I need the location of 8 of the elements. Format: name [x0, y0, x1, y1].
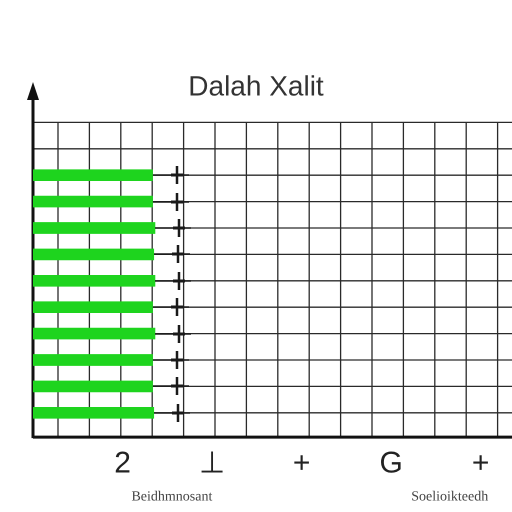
text: Soelioikteedh	[411, 490, 488, 505]
text: G	[379, 446, 403, 480]
text: +	[292, 446, 310, 480]
text: ⊥	[199, 446, 226, 480]
text: Dalah Xalit	[188, 70, 324, 102]
text: +	[472, 446, 490, 480]
text: 2	[114, 446, 131, 480]
text: Beidhmnosant	[131, 490, 212, 505]
